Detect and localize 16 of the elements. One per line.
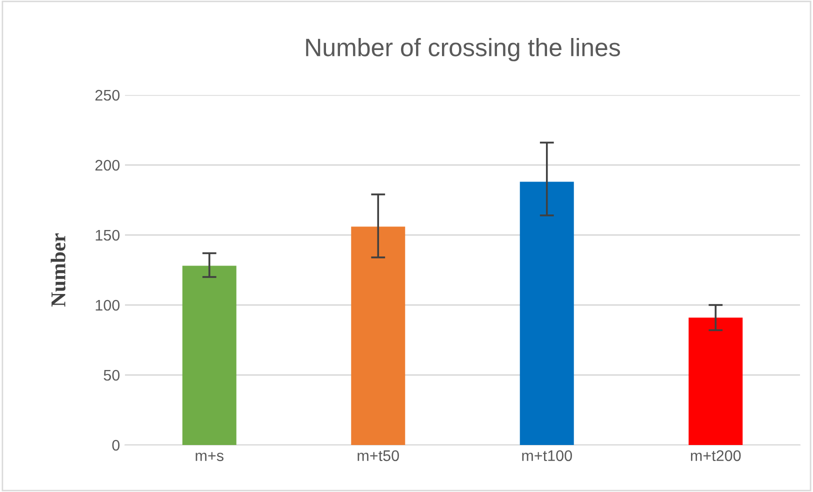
- y-tick-label: 200: [95, 160, 120, 171]
- bar: [182, 266, 236, 445]
- bar: [351, 226, 406, 445]
- x-tick-label: m+t200: [690, 450, 741, 462]
- y-tick-label: 150: [96, 230, 120, 241]
- bar: [520, 182, 574, 445]
- y-axis-title: Number: [50, 233, 66, 307]
- y-tick-label: 50: [104, 370, 120, 381]
- x-tick-label: m+t100: [522, 450, 572, 462]
- y-tick-label: 0: [112, 440, 120, 451]
- x-tick-label: m+s: [196, 452, 224, 462]
- chart-title: Number of crossing the lines: [306, 38, 620, 62]
- y-tick-label: 250: [95, 90, 120, 101]
- bar: [688, 318, 743, 445]
- x-tick-label: m+t50: [358, 450, 399, 462]
- y-tick-label: 100: [96, 300, 120, 311]
